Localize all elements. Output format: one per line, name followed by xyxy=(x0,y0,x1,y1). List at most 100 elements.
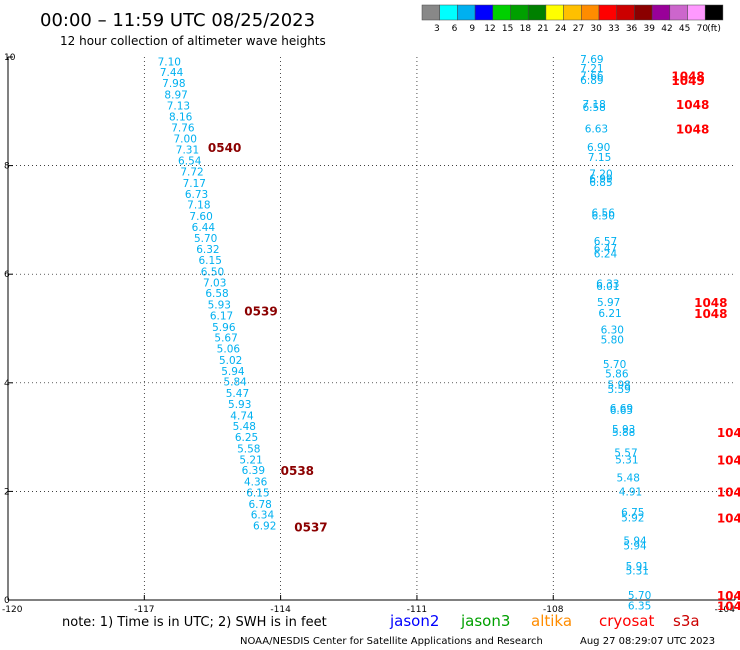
colorbar-swatch xyxy=(527,4,547,21)
wave-height-point: 8.16 xyxy=(169,112,193,124)
colorbar-label: (ft) xyxy=(707,24,721,34)
grid-lines xyxy=(8,57,735,600)
wave-height-point: 7.18 xyxy=(582,99,605,111)
colorbar-swatch xyxy=(616,4,635,21)
credit-text: NOAA/NESDIS Center for Satellite Applica… xyxy=(240,636,543,647)
wave-height-point: 5.93 xyxy=(208,300,231,312)
colorbar-swatch xyxy=(439,4,458,21)
colorbar-label: 33 xyxy=(608,24,619,34)
colorbar-label: 45 xyxy=(679,24,690,34)
colorbar-swatch xyxy=(457,4,476,21)
wave-height-point: 7.98 xyxy=(162,78,185,90)
wave-height-point: 6.15 xyxy=(246,487,269,499)
wave-height-point: 5.06 xyxy=(217,344,241,356)
wave-height-point: 6.90 xyxy=(587,142,610,154)
colorbar-label: 27 xyxy=(573,24,584,34)
wave-height-point: 6.56 xyxy=(592,207,616,219)
wave-height-point: 6.58 xyxy=(582,102,605,114)
wave-height-point: 6.50 xyxy=(592,211,615,223)
colorbar-swatch xyxy=(581,4,600,21)
wave-height-point: 7.18 xyxy=(187,200,210,212)
colorbar-label: 24 xyxy=(555,24,567,34)
wave-height-point: 5.93 xyxy=(228,399,251,411)
wave-height-point: 6.85 xyxy=(589,177,612,189)
wave-height-point: 6.01 xyxy=(596,281,619,293)
wave-height-point: 5.02 xyxy=(219,355,242,367)
wave-height-point: 5.98 xyxy=(607,379,630,391)
colorbar-swatch xyxy=(687,4,706,21)
colorbar-swatch xyxy=(510,4,529,21)
wave-height-point: 6.33 xyxy=(596,278,619,290)
wave-height-point: 5.91 xyxy=(626,561,649,573)
wave-height-point: 6.39 xyxy=(242,465,265,477)
wave-height-labels: 7.107.447.988.977.138.167.767.007.316.54… xyxy=(158,54,652,610)
wave-height-point: 6.17 xyxy=(210,310,233,322)
wave-height-point: 7.13 xyxy=(167,100,190,112)
colorbar-swatch xyxy=(563,4,582,21)
y-tick-label: 10 xyxy=(4,53,16,63)
wave-height-point: 6.58 xyxy=(205,288,228,300)
satellite-s3a: s3a xyxy=(673,612,700,630)
wave-height-point: 8.97 xyxy=(164,89,187,101)
wave-height-point: 6.54 xyxy=(178,156,202,168)
wave-height-point: 5.31 xyxy=(626,566,649,578)
colorbar-swatch xyxy=(421,4,440,21)
wave-height-point: 6.25 xyxy=(235,432,258,444)
y-tick-label: 8 xyxy=(4,162,10,172)
wave-height-point: 5.67 xyxy=(214,333,237,345)
timestamp-text: Aug 27 08:29:07 UTC 2023 xyxy=(580,636,715,647)
wave-height-point: 7.10 xyxy=(158,56,181,68)
colorbar-label: 18 xyxy=(520,24,532,34)
colorbar-label: 21 xyxy=(537,24,548,34)
wave-height-point: 5.93 xyxy=(612,424,635,436)
colorbar-swatch xyxy=(598,4,617,21)
time-label: 0537 xyxy=(294,521,327,535)
colorbar-swatch xyxy=(651,4,671,21)
x-tick-label: -104 xyxy=(715,605,736,615)
wave-height-point: 7.17 xyxy=(183,178,206,190)
chart-subtitle: 12 hour collection of altimeter wave hei… xyxy=(60,34,326,48)
wave-height-point: 7.72 xyxy=(180,167,203,179)
x-tick-labels: -120 -117 -114 -111 -108 -104 xyxy=(2,605,735,615)
colorbar-swatch xyxy=(492,4,511,21)
wave-height-point: 7.76 xyxy=(171,123,195,135)
wave-height-point: 6.21 xyxy=(598,308,621,320)
y-tick-label: 0 xyxy=(4,596,10,606)
wave-height-point: 5.48 xyxy=(617,472,640,484)
wave-height-point: 6.73 xyxy=(185,189,208,201)
colorbar-label: 6 xyxy=(452,24,458,34)
footer-note: note: 1) Time is in UTC; 2) SWH is in fe… xyxy=(62,615,327,630)
colorbar-swatch xyxy=(704,4,724,21)
wave-height-point: 4.74 xyxy=(230,410,254,422)
wave-height-point: 5.31 xyxy=(615,454,638,466)
satellite-jason2: jason2 xyxy=(389,612,439,630)
time-label: 1048 xyxy=(676,98,709,112)
colorbar-label: 36 xyxy=(626,24,638,34)
y-tick-label: 6 xyxy=(4,270,10,280)
wave-height-point: 5.96 xyxy=(212,322,236,334)
wave-height-point: 7.15 xyxy=(588,152,611,164)
wave-height-point: 5.57 xyxy=(614,447,637,459)
time-label: 0540 xyxy=(208,141,241,155)
colorbar-label: 39 xyxy=(644,24,656,34)
wave-height-point: 6.30 xyxy=(601,325,624,337)
x-tick-label: -111 xyxy=(407,605,427,615)
wave-height-point: 5.47 xyxy=(226,388,249,400)
wave-height-point: 5.84 xyxy=(223,377,247,389)
wave-height-point: 5.94 xyxy=(221,366,245,378)
y-tick-label: 4 xyxy=(4,379,10,389)
wave-height-point: 7.20 xyxy=(589,169,612,181)
time-label: 1048 xyxy=(671,69,704,83)
wave-height-point: 5.97 xyxy=(597,297,620,309)
wave-height-point: 6.34 xyxy=(251,510,275,522)
wave-height-point: 6.92 xyxy=(253,521,276,533)
wave-height-point: 6.75 xyxy=(621,507,644,519)
wave-height-point: 7.60 xyxy=(189,211,212,223)
axis-frame xyxy=(7,56,736,601)
colorbar-label: 15 xyxy=(502,24,513,34)
